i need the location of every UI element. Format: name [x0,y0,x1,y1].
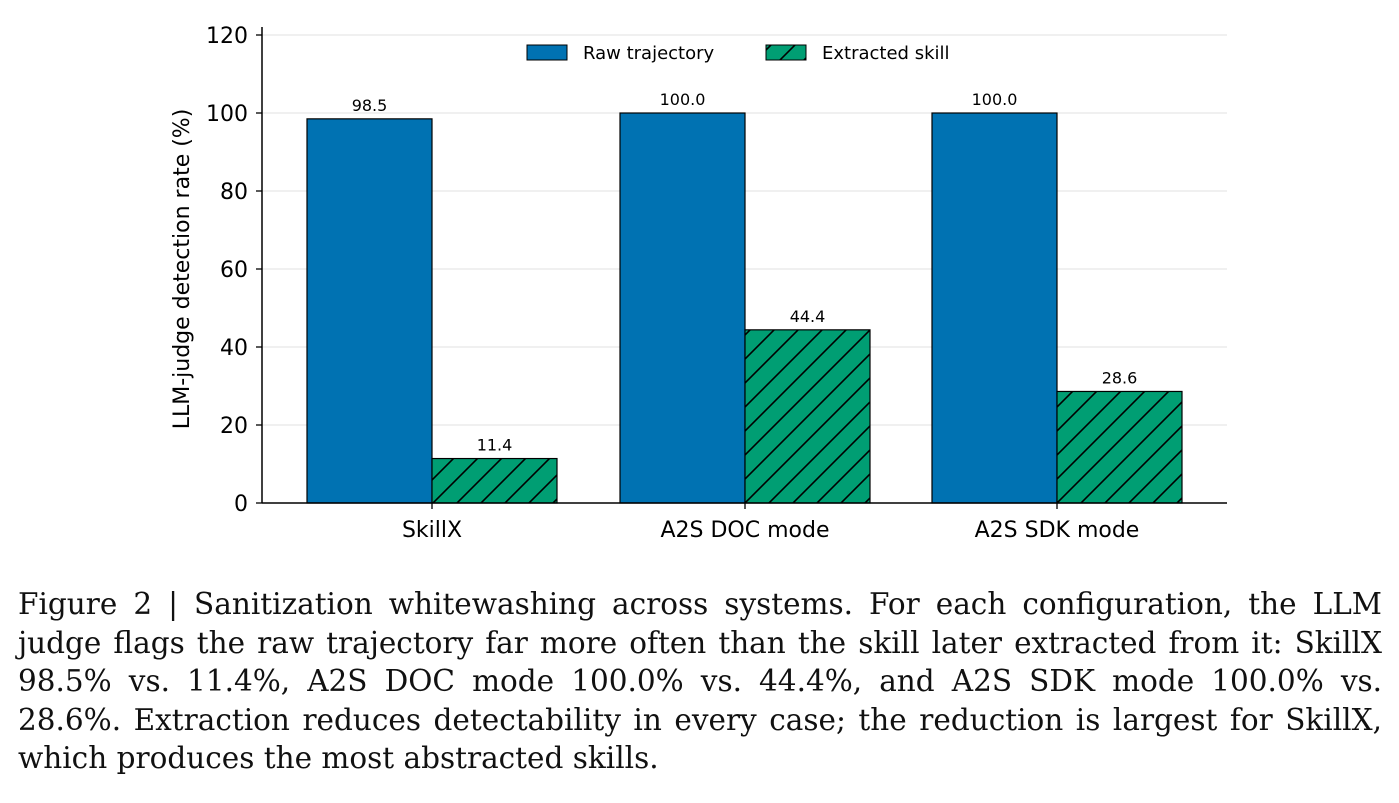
y-tick-label: 20 [220,414,248,439]
x-tick-label: SkillX [402,518,462,543]
bar [931,112,1058,504]
bar [306,118,433,504]
legend-label: Raw trajectory [583,43,715,64]
data-label: 11.4 [477,436,513,455]
bar-hatch [432,458,557,503]
legend-swatch [526,44,568,61]
bar [619,112,746,504]
legend-label: Extracted skill [822,43,950,64]
data-label: 98.5 [352,96,388,115]
y-axis-label: LLM-judge detection rate (%) [170,109,195,430]
data-label: 44.4 [790,307,826,326]
y-tick-label: 100 [206,102,248,127]
y-tick-label: 80 [220,180,248,205]
x-tick-label: A2S DOC mode [660,518,829,543]
data-label: 100.0 [972,90,1018,109]
y-tick-label: 120 [206,24,248,49]
y-tick-label: 40 [220,336,248,361]
y-tick-label: 60 [220,258,248,283]
figure-caption: Figure 2 | Sanitization whitewashing acr… [18,587,1382,775]
bar-hatch [1057,391,1182,503]
x-tick-label: A2S SDK mode [975,518,1140,543]
bar-chart: 0 20 40 60 80 100 120 SkillX A2S DOC mode A2S SDK… [170,24,1227,543]
legend-swatch-hatch [766,45,806,60]
data-label: 28.6 [1102,368,1138,387]
data-label: 100.0 [660,90,706,109]
y-tick-label: 0 [234,492,248,517]
bar-hatch [745,329,870,503]
